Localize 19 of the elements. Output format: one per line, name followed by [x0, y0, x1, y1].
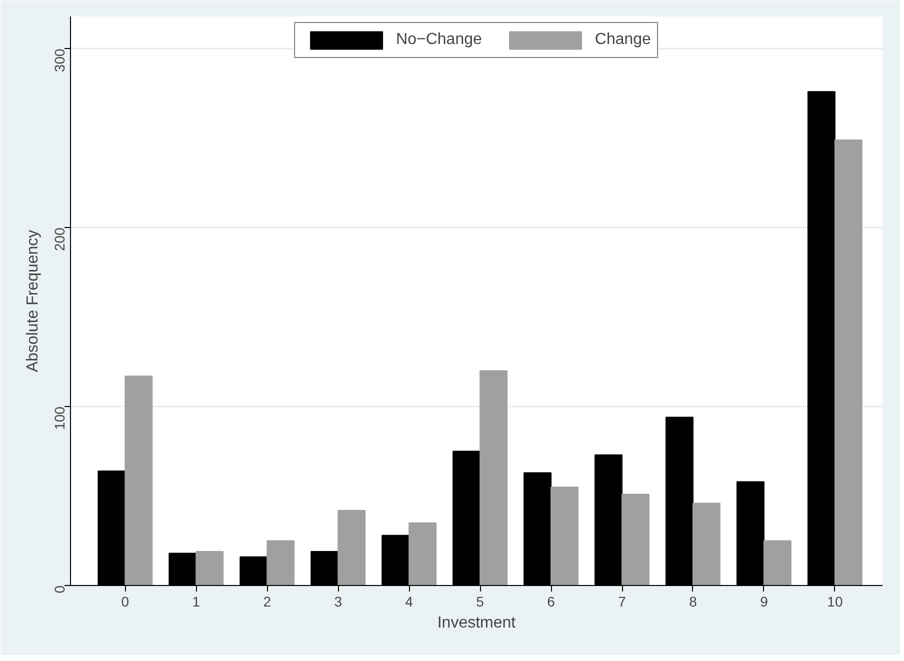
x-tick-label: 0 [121, 594, 130, 610]
x-tick-label: 5 [476, 594, 484, 610]
y-tick-label: 100 [52, 406, 68, 430]
x-tick-label: 2 [263, 594, 272, 610]
x-tick-label: 7 [618, 594, 626, 610]
x-tick-label: 6 [547, 594, 556, 610]
legend-label: No−Change [396, 31, 482, 49]
y-axis-title: Absolute Frequency [24, 230, 42, 372]
y-tick-label: 0 [52, 585, 68, 594]
legend-label: Change [594, 31, 651, 49]
x-axis-title: Investment [437, 614, 516, 632]
x-tick-label: 8 [689, 594, 698, 610]
x-tick-label: 4 [405, 594, 414, 610]
x-tick-label: 10 [827, 594, 843, 610]
y-tick-label: 300 [52, 48, 68, 72]
y-tick-label: 200 [52, 227, 68, 251]
x-tick-label: 1 [192, 594, 200, 610]
x-tick-label: 9 [760, 594, 768, 610]
x-tick-label: 3 [334, 594, 342, 610]
